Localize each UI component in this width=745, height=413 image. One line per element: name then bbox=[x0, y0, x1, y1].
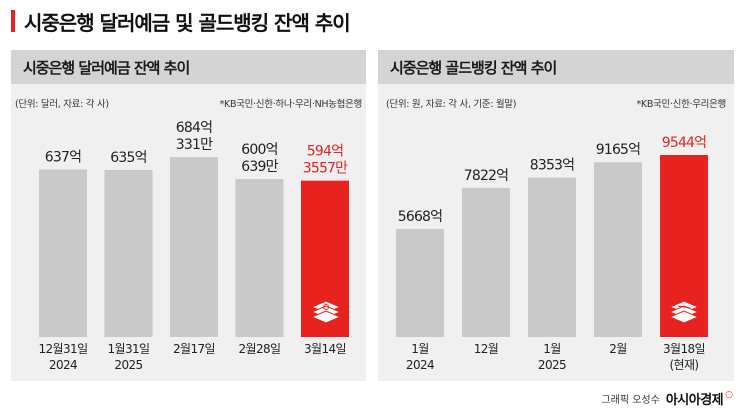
dollar-data-label-3-1: 639만 bbox=[241, 159, 278, 175]
gold-bar-0 bbox=[396, 228, 444, 337]
gold-chart-title: 시중은행 골드뱅킹 잔액 추이 bbox=[390, 58, 557, 77]
dollar-data-label-2-1: 331만 bbox=[176, 137, 213, 153]
dollar-data-label-4-1: 3557만 bbox=[303, 161, 348, 177]
gold-category-label-1-0: 12월 bbox=[474, 342, 499, 356]
gold-category-label-4-1: (현재) bbox=[669, 358, 698, 372]
gold-bar-3 bbox=[594, 162, 642, 337]
gold-category-label-2-0: 1월 bbox=[543, 342, 560, 356]
gold-category-label-3-0: 2월 bbox=[609, 342, 626, 356]
gold-unit-note: (단위: 원, 자료: 각 사, 기준: 월말) bbox=[386, 99, 517, 110]
gold-category-label-0-1: 2024 bbox=[406, 358, 434, 372]
dollar-category-label-0-0: 12월31일 bbox=[38, 342, 87, 356]
credit-byline: 그래픽 오성수 bbox=[601, 395, 660, 406]
dollar-data-label-1-0: 635억 bbox=[110, 150, 146, 166]
gold-category-label-4-0: 3월18일 bbox=[663, 342, 705, 356]
gold-bar-icon bbox=[668, 300, 700, 324]
money-stack-icon bbox=[310, 300, 342, 324]
dollar-data-label-0-0: 637억 bbox=[45, 149, 81, 165]
gold-bar-1 bbox=[462, 187, 510, 337]
gold-data-label-3-0: 9165억 bbox=[596, 142, 641, 158]
dollar-bar-1 bbox=[104, 169, 153, 337]
gold-panel-header: 시중은행 골드뱅킹 잔액 추이 bbox=[378, 50, 734, 84]
dollar-category-label-3-0: 2월28일 bbox=[239, 342, 281, 356]
gold-banking-panel: 시중은행 골드뱅킹 잔액 추이 (단위: 원, 자료: 각 사, 기준: 월말)… bbox=[378, 50, 734, 381]
dollar-category-label-1-0: 1월31일 bbox=[108, 342, 150, 356]
credit-brand: 아시아경제 bbox=[665, 393, 724, 408]
gold-source-note: *KB국민·신한·우리은행 bbox=[636, 99, 726, 110]
dollar-source-note: *KB국민·신한·하나·우리·NH농협은행 bbox=[219, 99, 363, 110]
dollar-chart-title: 시중은행 달러예금 잔액 추이 bbox=[23, 58, 190, 77]
dollar-category-label-2-0: 2월17일 bbox=[173, 342, 215, 356]
dollar-bar-3 bbox=[235, 179, 284, 337]
dollar-data-label-3-0: 600억 bbox=[241, 142, 277, 158]
dollar-bar-0 bbox=[39, 169, 87, 337]
dollar-panel-header: 시중은행 달러예금 잔액 추이 bbox=[11, 50, 366, 84]
page-title: 시중은행 달러예금 및 골드뱅킹 잔액 추이 bbox=[24, 10, 351, 35]
dollar-category-label-1-1: 2025 bbox=[114, 358, 142, 372]
credit: 그래픽 오성수 아시아경제 ○ bbox=[601, 389, 733, 409]
dollar-data-label-2-0: 684억 bbox=[176, 120, 212, 136]
title-accent-bar bbox=[11, 10, 15, 32]
dollar-bar-2 bbox=[170, 157, 218, 337]
dollar-data-label-4-0: 594억 bbox=[307, 144, 343, 160]
gold-data-label-2-0: 8353억 bbox=[530, 158, 575, 174]
gold-category-label-2-1: 2025 bbox=[538, 358, 566, 372]
gold-data-label-4-0: 9544억 bbox=[662, 135, 707, 151]
dollar-category-label-0-1: 2024 bbox=[49, 358, 77, 372]
dollar-category-label-4-0: 3월14일 bbox=[304, 342, 346, 356]
gold-bar-2 bbox=[528, 177, 576, 337]
gold-banking-chart: 5668억 1월 2024 7822억 12월 8353억 1월 2025 9165억 2월 954… bbox=[396, 135, 708, 372]
gold-data-label-1-0: 7822억 bbox=[464, 168, 509, 184]
brand-mark-icon: ○ bbox=[725, 389, 733, 400]
main-title: 시중은행 달러예금 및 골드뱅킹 잔액 추이 bbox=[11, 6, 351, 36]
gold-data-label-0-0: 5668억 bbox=[398, 209, 443, 225]
dollar-deposit-panel: 시중은행 달러예금 잔액 추이 (단위: 달러, 자료: 각 사) *KB국민·… bbox=[11, 50, 366, 381]
dollar-unit-note: (단위: 달러, 자료: 각 사) bbox=[15, 99, 109, 110]
gold-category-label-0-0: 1월 bbox=[411, 342, 428, 356]
